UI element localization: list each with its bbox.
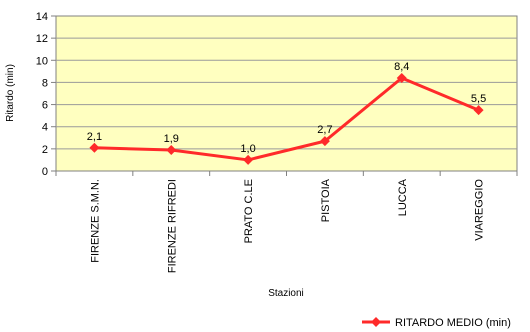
series-line bbox=[94, 76, 480, 162]
x-axis-title: Stazioni bbox=[268, 288, 304, 299]
data-label: 2,1 bbox=[87, 131, 102, 143]
axes bbox=[51, 15, 518, 176]
data-point bbox=[89, 142, 100, 153]
y-axis-title: Ritardo (min) bbox=[5, 64, 16, 122]
x-tick-label: PISTOIA bbox=[320, 178, 332, 222]
y-tick-label: 2 bbox=[42, 144, 48, 156]
x-tick-label: PRATO C.LE bbox=[243, 179, 255, 243]
legend-marker-swatch bbox=[371, 317, 381, 327]
x-tick-labels: FIRENZE S.M.N. FIRENZE RIFREDI PRATO C.LE P… bbox=[89, 178, 485, 273]
x-tick-label: FIRENZE S.M.N. bbox=[89, 179, 101, 263]
y-tick-label: 14 bbox=[36, 11, 48, 23]
data-label: 8,4 bbox=[394, 61, 409, 73]
data-point bbox=[396, 73, 407, 83]
data-label: 1,0 bbox=[240, 143, 255, 155]
data-point bbox=[166, 144, 177, 155]
x-tick-label: VIAREGGIO bbox=[474, 179, 486, 241]
y-tick-label: 10 bbox=[36, 55, 48, 67]
y-tick-label: 6 bbox=[42, 100, 48, 112]
data-label: 5,5 bbox=[471, 93, 486, 105]
series-group bbox=[89, 73, 484, 165]
data-point bbox=[243, 154, 254, 165]
y-tick-label: 8 bbox=[42, 77, 48, 89]
x-tick-label: FIRENZE RIFREDI bbox=[166, 179, 178, 273]
data-labels: 2,1 1,9 1,0 2,7 8,4 5,5 bbox=[87, 61, 486, 155]
y-tick-labels: 0 2 4 6 8 10 12 14 bbox=[36, 11, 48, 178]
y-tick-label: 0 bbox=[42, 166, 48, 178]
legend-label: RITARDO MEDIO (min) bbox=[395, 317, 511, 329]
data-label: 1,9 bbox=[164, 133, 179, 145]
legend: RITARDO MEDIO (min) bbox=[362, 317, 511, 329]
y-tick-label: 12 bbox=[36, 33, 48, 45]
data-label: 2,7 bbox=[317, 124, 332, 136]
x-tick-label: LUCCA bbox=[397, 178, 409, 216]
y-tick-label: 4 bbox=[42, 122, 48, 134]
data-point bbox=[473, 105, 484, 116]
data-point bbox=[319, 136, 330, 147]
